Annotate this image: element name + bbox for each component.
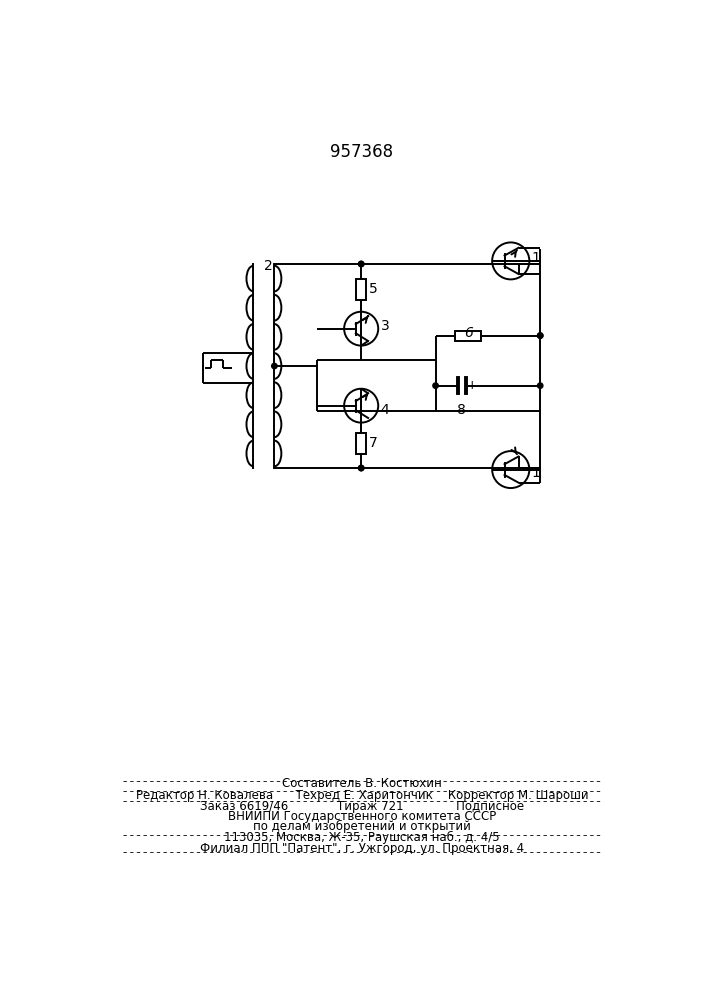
Circle shape — [358, 261, 364, 267]
Text: 113035, Москва, Ж-35, Раушская наб., д. 4/5: 113035, Москва, Ж-35, Раушская наб., д. … — [224, 831, 500, 844]
Text: 2: 2 — [264, 259, 273, 273]
Circle shape — [433, 383, 438, 388]
Text: 1: 1 — [532, 251, 541, 265]
Text: Составитель В. Костюхин: Составитель В. Костюхин — [282, 777, 442, 790]
Circle shape — [358, 261, 364, 267]
Bar — [455, 331, 481, 341]
Text: по делам изобретений и открытий: по делам изобретений и открытий — [253, 820, 471, 833]
Text: 957368: 957368 — [330, 143, 394, 161]
Circle shape — [358, 465, 364, 471]
Circle shape — [537, 333, 543, 338]
Text: 8: 8 — [457, 403, 467, 417]
Text: 4: 4 — [380, 403, 390, 417]
Text: Филиал ППП "Патент", г. Ужгород, ул. Проектная, 4: Филиал ППП "Патент", г. Ужгород, ул. Про… — [200, 842, 524, 855]
Circle shape — [358, 465, 364, 471]
Bar — [356, 433, 366, 454]
Text: ВНИИПИ Государственного комитета СССР: ВНИИПИ Государственного комитета СССР — [228, 810, 496, 823]
Text: Редактор Н. Ковалева      Техред Е. Харитончик    Корректор М. Шароши: Редактор Н. Ковалева Техред Е. Харитончи… — [136, 789, 588, 802]
Text: +: + — [467, 379, 477, 392]
Circle shape — [271, 363, 277, 369]
Text: -: - — [450, 379, 454, 392]
Text: 3: 3 — [380, 319, 390, 333]
Circle shape — [537, 333, 543, 338]
Bar — [356, 279, 366, 300]
Text: 1: 1 — [532, 466, 541, 480]
Text: 6: 6 — [464, 326, 472, 340]
Text: 7: 7 — [369, 436, 378, 450]
Text: Заказ 6619/46             Тираж 721              Подписное: Заказ 6619/46 Тираж 721 Подписное — [200, 800, 524, 813]
Text: 5: 5 — [369, 282, 378, 296]
Circle shape — [537, 383, 543, 388]
